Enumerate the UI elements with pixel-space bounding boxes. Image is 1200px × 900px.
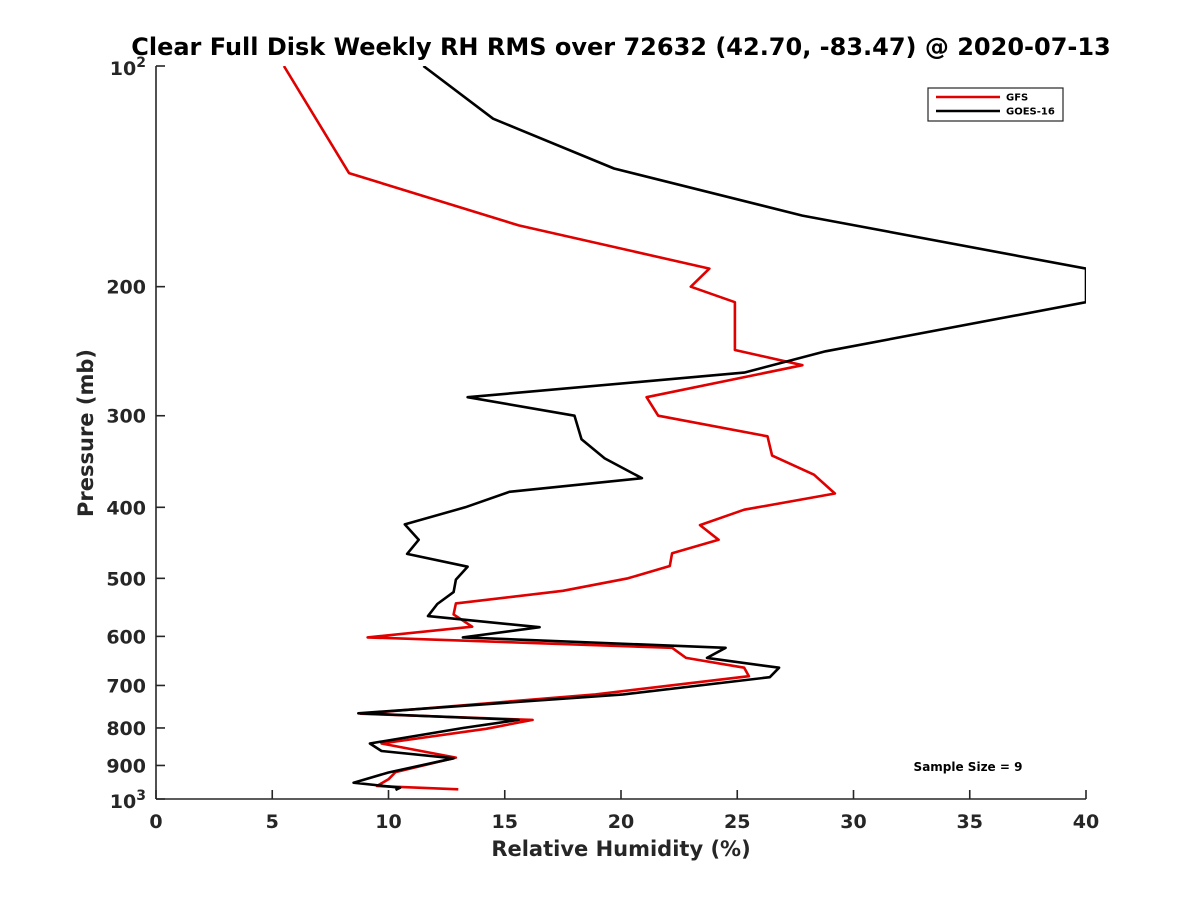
x-tick-label: 20 <box>608 811 634 833</box>
legend-entry-label: GOES-16 <box>1006 107 1055 118</box>
y-tick-label: 600 <box>106 626 146 648</box>
sample-size-annotation: Sample Size = 9 <box>914 760 1023 774</box>
x-tick-label: 15 <box>492 811 518 833</box>
y-tick-label: 800 <box>106 718 146 740</box>
x-tick-label: 30 <box>840 811 866 833</box>
y-tick-label: 700 <box>106 675 146 697</box>
y-tick-label: 200 <box>106 277 146 299</box>
chart-title: Clear Full Disk Weekly RH RMS over 72632… <box>131 33 1111 61</box>
y-tick-label: 300 <box>106 406 146 428</box>
x-tick-label: 0 <box>149 811 162 833</box>
y-decade-tick-label: 103 <box>110 788 146 813</box>
series-layer <box>282 66 1086 792</box>
y-axis-label: Pressure (mb) <box>74 349 98 517</box>
x-axis-label: Relative Humidity (%) <box>491 837 750 861</box>
y-decade-tick-label: 102 <box>110 55 146 80</box>
y-tick-label: 500 <box>106 568 146 590</box>
x-tick-label: 40 <box>1073 811 1099 833</box>
legend-box <box>927 87 1064 122</box>
legend-entry-label: GFS <box>1006 93 1028 104</box>
x-tick-label: 35 <box>957 811 983 833</box>
series-line-gfs <box>282 66 837 791</box>
x-tick-label: 10 <box>375 811 401 833</box>
series-line-goes-16 <box>352 66 1086 792</box>
y-tick-label: 900 <box>106 755 146 777</box>
axes: 0 5 10 15 20 25 30 35 40 200 300 400 500 600 700 800 900… <box>106 55 1099 833</box>
x-tick-label: 5 <box>266 811 279 833</box>
x-tick-label: 25 <box>724 811 750 833</box>
legend: GFS GOES-16 <box>927 87 1064 122</box>
y-tick-label: 400 <box>106 497 146 519</box>
